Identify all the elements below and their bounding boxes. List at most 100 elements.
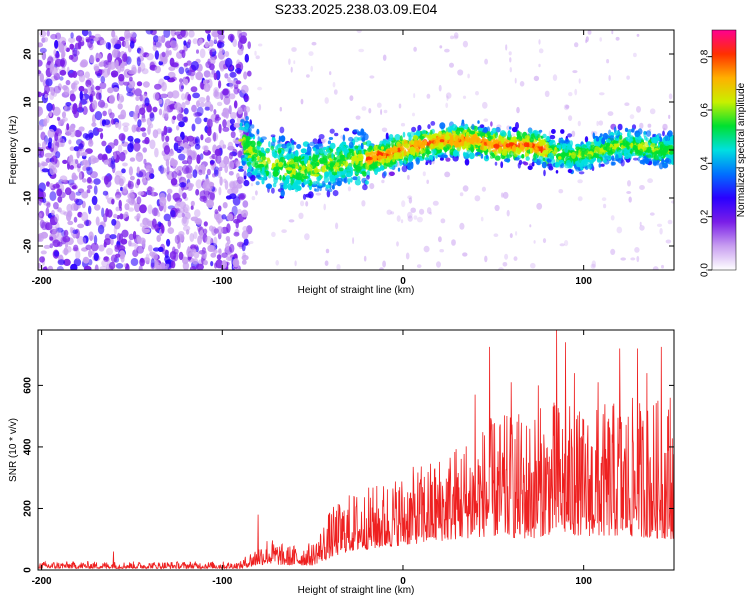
heatmap-cell [96,72,102,78]
y-tick-label: 0 [23,147,34,153]
heatmap-cell [235,63,241,70]
heatmap-cell [480,153,484,159]
heatmap-cell [195,179,203,189]
heatmap-cell [454,135,461,142]
heatmap-cell [332,81,336,88]
heatmap-cell [203,260,208,266]
heatmap-cell [63,229,69,237]
heatmap-cell [314,161,320,167]
heatmap-cell [207,33,211,42]
heatmap-cell [54,39,59,49]
heatmap-cell [511,126,518,133]
heatmap-cell [449,62,454,68]
heatmap-cell [586,141,592,146]
heatmap-cell [54,58,63,67]
heatmap-cell [93,185,98,195]
heatmap-cell [122,186,128,194]
heatmap-cell [244,122,250,130]
heatmap-cell [651,136,658,144]
heatmap-cell [338,144,343,150]
heatmap-cell [346,152,352,160]
heatmap-cell [341,141,347,146]
heatmap-cell [628,196,632,203]
heatmap-cell [92,157,99,163]
heatmap-cell [466,138,470,143]
heatmap-cell [426,153,430,158]
heatmap-cell [182,225,191,232]
heatmap-cell [517,134,520,138]
heatmap-cell [388,152,394,159]
heatmap-cell [87,85,92,94]
heatmap-cell [43,244,51,249]
snr-series-line [38,330,674,570]
x-tick-label: -200 [32,276,52,287]
heatmap-cell [81,30,89,37]
heatmap-cell [258,149,261,153]
heatmap-cell [160,35,166,43]
heatmap-cell [412,152,416,156]
heatmap-cell [343,127,350,132]
heatmap-cell [265,183,272,189]
heatmap-cell [147,186,153,196]
heatmap-cell [361,200,366,207]
heatmap-cell [340,172,347,179]
heatmap-cell [99,266,108,270]
heatmap-cell [334,166,338,173]
heatmap-cell [606,139,611,144]
heatmap-cell [484,255,488,263]
heatmap-cell [288,58,291,65]
heatmap-cell [463,141,468,148]
heatmap-cell [161,51,166,58]
heatmap-cell [198,169,203,176]
heatmap-cell [610,215,615,221]
heatmap-cell [560,129,565,134]
heatmap-cell [113,43,122,50]
heatmap-cell [254,50,257,56]
heatmap-cell [244,95,250,102]
heatmap-cell [326,166,329,170]
heatmap-cell [165,171,170,177]
heatmap-cell [228,160,235,170]
heatmap-cell [290,66,293,73]
heatmap-cell [288,158,294,165]
heatmap-cell [577,196,583,202]
heatmap-cell [154,223,159,232]
heatmap-cell [225,242,230,250]
heatmap-cell [225,236,231,242]
heatmap-cell [224,73,229,79]
heatmap-cell [578,78,581,84]
heatmap-cell [332,190,339,197]
heatmap-cell [579,146,583,152]
heatmap-cell [423,245,430,253]
heatmap-cell [227,76,231,83]
heatmap-cell [66,123,70,131]
heatmap-cell [217,30,225,35]
heatmap-cell [81,191,89,199]
heatmap-cell [598,120,604,126]
heatmap-cell [129,139,134,149]
heatmap-cell [105,42,111,50]
heatmap-cell [424,157,429,161]
heatmap-cell [134,138,141,144]
heatmap-cell [610,149,616,154]
heatmap-cell [440,218,446,224]
heatmap-cell [639,185,645,190]
heatmap-cell [137,235,142,244]
heatmap-cell [645,137,649,142]
heatmap-cell [200,134,204,141]
heatmap-cell [75,35,83,42]
heatmap-cell [190,205,194,210]
heatmap-cell [383,152,386,158]
heatmap-cell [119,151,126,162]
heatmap-cell [413,215,418,220]
heatmap-cell [538,39,541,45]
heatmap-cell [223,88,231,99]
heatmap-cell [658,152,663,157]
heatmap-cell [230,131,236,139]
heatmap-cell [66,203,73,213]
heatmap-cell [171,90,180,99]
heatmap-cell [552,74,558,81]
colorbar-tick-label: 0.8 [700,49,711,63]
heatmap-cell [228,171,234,176]
heatmap-cell [564,240,569,247]
